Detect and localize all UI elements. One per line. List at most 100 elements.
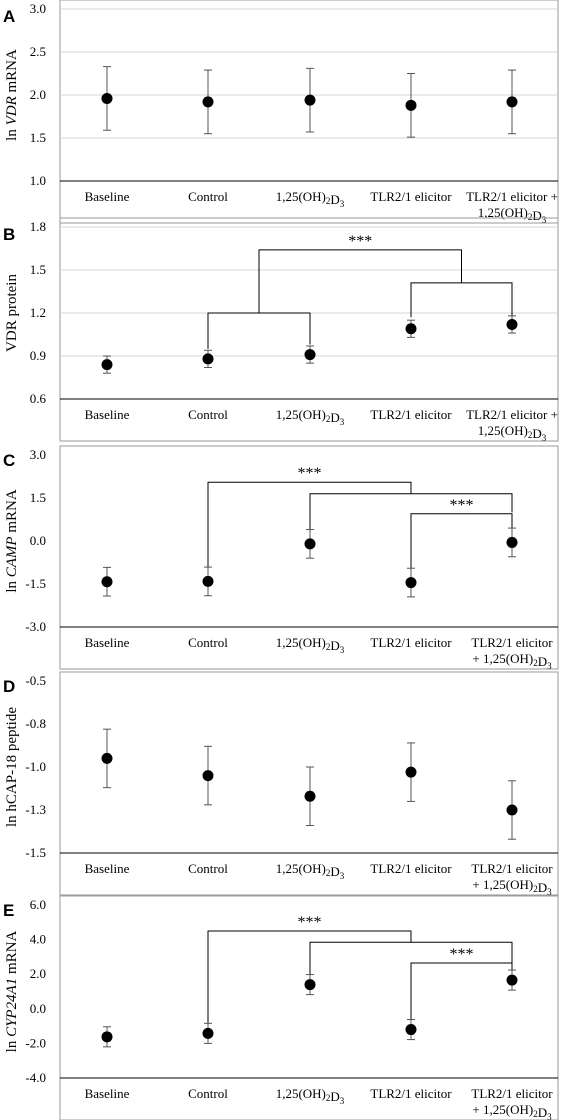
significance-bracket — [207, 481, 412, 568]
x-tick-label: 1,25(OH)2D3 — [276, 1086, 345, 1106]
y-tick-label: 6.0 — [30, 897, 46, 912]
panel-letter: C — [3, 451, 15, 470]
data-point — [101, 576, 113, 588]
data-point — [506, 318, 518, 330]
x-tick-label: 1,25(OH)2D3 — [276, 189, 345, 209]
y-tick-label: -1.0 — [25, 759, 46, 774]
y-tick-label: 1.2 — [30, 305, 46, 320]
x-tick-label: 1,25(OH)2D3 — [478, 205, 547, 225]
x-tick-label: Baseline — [85, 635, 130, 650]
significance-bracket — [410, 962, 513, 1020]
data-point — [405, 577, 417, 589]
y-tick-label: -0.8 — [25, 716, 46, 731]
chart-panel-d: D -1.5 -1.3 -1.0 -0.8 -0.5 ln hCAP-18 peptide B… — [3, 671, 559, 897]
y-tick-label: -4.0 — [25, 1070, 46, 1085]
data-point — [506, 536, 518, 548]
y-tick-label: 2.5 — [30, 44, 46, 59]
significance-label: *** — [298, 465, 322, 482]
y-tick-label: 1.5 — [30, 490, 46, 505]
x-tick-label: Control — [188, 635, 228, 650]
x-tick-label: TLR2/1 elicitor — [471, 1086, 553, 1101]
data-point — [101, 359, 113, 371]
y-tick-label: 1.8 — [30, 219, 46, 234]
x-tick-label: + 1,25(OH)2D3 — [472, 651, 552, 671]
data-point — [202, 96, 214, 108]
x-tick-label: TLR2/1 elicitor — [471, 861, 553, 876]
y-tick-label: 2.0 — [30, 966, 46, 981]
x-tick-label: TLR2/1 elicitor — [370, 189, 452, 204]
data-point — [405, 99, 417, 111]
data-point — [405, 323, 417, 335]
y-axis-label: ln VDR mRNA — [4, 49, 20, 141]
y-tick-label: 0.0 — [30, 1001, 46, 1016]
y-axis-label: ln CAMP mRNA — [4, 489, 20, 593]
y-tick-label: 0.0 — [30, 533, 46, 548]
y-tick-label: -2.0 — [25, 1035, 46, 1050]
x-tick-label: 1,25(OH)2D3 — [276, 861, 345, 881]
x-tick-label: TLR2/1 elicitor + — [466, 189, 558, 204]
data-point — [304, 538, 316, 550]
y-tick-label: -0.5 — [25, 673, 46, 688]
y-axis-label: VDR protein — [4, 274, 20, 352]
data-point — [405, 766, 417, 778]
y-tick-label: -3.0 — [25, 619, 46, 634]
data-point — [304, 979, 316, 991]
significance-label: *** — [450, 497, 474, 514]
x-tick-label: Baseline — [85, 1086, 130, 1101]
data-point — [506, 804, 518, 816]
x-tick-label: + 1,25(OH)2D3 — [472, 1102, 552, 1120]
significance-bracket — [410, 282, 513, 318]
x-tick-label: TLR2/1 elicitor + — [466, 407, 558, 422]
y-tick-label: 0.9 — [30, 348, 46, 363]
x-tick-label: TLR2/1 elicitor — [370, 407, 452, 422]
significance-label: *** — [450, 946, 474, 963]
significance-bracket — [410, 513, 513, 569]
x-tick-label: Control — [188, 189, 228, 204]
panel-frame — [59, 0, 559, 224]
data-point — [101, 92, 113, 104]
panel-letter: A — [3, 7, 15, 26]
data-point — [304, 790, 316, 802]
significance-label: *** — [348, 233, 372, 250]
panel-frame — [59, 445, 559, 670]
data-point — [405, 1024, 417, 1036]
x-tick-label: 1,25(OH)2D3 — [276, 635, 345, 655]
panel-letter: D — [3, 677, 15, 696]
x-tick-label: Control — [188, 407, 228, 422]
x-tick-label: 1,25(OH)2D3 — [478, 423, 547, 443]
panel-frame — [59, 217, 559, 442]
chart-panel-a: A 1.0 1.5 2.0 2.5 3.0 ln VDR mRNA Baseline Contr… — [3, 0, 559, 225]
data-point — [506, 96, 518, 108]
y-tick-label: -1.5 — [25, 576, 46, 591]
significance-bracket — [207, 312, 311, 349]
chart-panel-e: E -4.0 -2.0 0.0 2.0 4.0 6.0 ln CYP24A1 mRNA Base… — [3, 895, 559, 1120]
panel-letter: B — [3, 225, 15, 244]
panel-frame — [59, 671, 559, 896]
y-tick-label: -1.5 — [25, 845, 46, 860]
y-tick-label: 0.6 — [30, 391, 47, 406]
panel-frame — [59, 895, 559, 1120]
data-point — [202, 575, 214, 587]
x-tick-label: TLR2/1 elicitor — [471, 635, 553, 650]
y-tick-label: 1.0 — [30, 173, 46, 188]
y-tick-label: -1.3 — [25, 802, 46, 817]
x-tick-label: Baseline — [85, 861, 130, 876]
y-tick-label: 1.5 — [30, 130, 46, 145]
data-point — [202, 353, 214, 365]
significance-bracket — [258, 249, 462, 313]
x-tick-label: TLR2/1 elicitor — [370, 635, 452, 650]
x-tick-label: Control — [188, 1086, 228, 1101]
x-tick-label: 1,25(OH)2D3 — [276, 407, 345, 427]
data-point — [506, 974, 518, 986]
y-tick-label: 3.0 — [30, 1, 46, 16]
x-tick-label: Baseline — [85, 407, 130, 422]
data-point — [101, 1031, 113, 1043]
x-tick-label: TLR2/1 elicitor — [370, 861, 452, 876]
data-point — [202, 770, 214, 782]
data-point — [304, 349, 316, 361]
x-tick-label: Baseline — [85, 189, 130, 204]
y-tick-label: 3.0 — [30, 447, 46, 462]
data-point — [101, 752, 113, 764]
y-tick-label: 1.5 — [30, 262, 46, 277]
